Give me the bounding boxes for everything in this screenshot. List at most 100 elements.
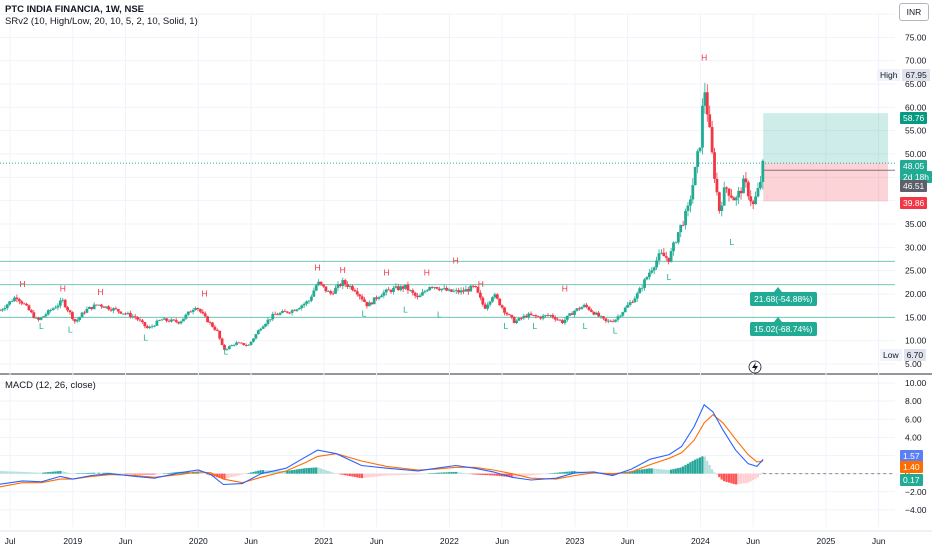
candle-body xyxy=(249,341,253,345)
pivot-low-label: L xyxy=(729,237,734,247)
candle-body xyxy=(25,303,28,306)
candle-body xyxy=(746,182,750,197)
macd-histogram-bar xyxy=(73,473,76,475)
candle-body xyxy=(548,315,552,316)
price-tick-label: 60.00 xyxy=(905,102,927,112)
candle-body xyxy=(297,308,301,310)
macd-histogram-bar xyxy=(358,473,361,478)
candle-body xyxy=(8,301,12,305)
candle-body xyxy=(565,315,569,320)
macd-histogram-bar xyxy=(761,472,764,474)
candle-body xyxy=(628,302,632,306)
macd-histogram-bar xyxy=(387,473,390,476)
macd-histogram-bar xyxy=(568,471,571,474)
indicator-legend[interactable]: SRv2 (10, High/Low, 20, 10, 5, 2, 10, So… xyxy=(5,16,198,27)
candle-body xyxy=(179,321,183,324)
candle-body xyxy=(102,306,106,308)
macd-histogram-bar xyxy=(97,472,100,474)
macd-legend[interactable]: MACD (12, 26, close) xyxy=(5,380,96,391)
macd-histogram-bar xyxy=(498,473,501,477)
macd-histogram-bar xyxy=(276,470,279,474)
macd-histogram-bar xyxy=(662,469,665,474)
macd-histogram-bar xyxy=(80,473,84,474)
macd-histogram-bar xyxy=(570,471,574,474)
macd-histogram-bar xyxy=(652,468,656,474)
macd-histogram-bar xyxy=(399,473,402,476)
macd-histogram-bar xyxy=(283,470,286,474)
macd-histogram-bar xyxy=(90,472,93,474)
macd-histogram-bar xyxy=(230,473,233,478)
candle-body xyxy=(631,302,634,304)
macd-histogram-bar xyxy=(735,473,738,485)
candle-body xyxy=(507,314,511,316)
candle-body xyxy=(616,316,620,320)
macd-histogram-bar xyxy=(527,473,530,476)
pivot-low-label: L xyxy=(224,347,229,357)
candle-body xyxy=(544,315,547,317)
candle-body xyxy=(372,297,376,305)
macd-histogram-bar xyxy=(160,473,163,475)
macd-histogram-bar xyxy=(430,473,434,474)
candle-body xyxy=(143,322,147,327)
macd-histogram-bar xyxy=(382,473,385,476)
candle-body xyxy=(442,287,446,289)
macd-histogram-bar xyxy=(742,473,745,484)
candle-body xyxy=(182,318,185,322)
candle-body xyxy=(380,295,383,298)
pivot-low-label: L xyxy=(437,309,442,319)
candle-body xyxy=(758,181,762,189)
candle-body xyxy=(276,314,280,316)
pivot-low-label: L xyxy=(403,305,408,315)
candle-body xyxy=(189,311,193,313)
candle-body xyxy=(478,292,482,298)
candle-body xyxy=(539,316,543,319)
candle-body xyxy=(27,305,31,311)
macd-histogram-bar xyxy=(302,468,306,474)
candle-body xyxy=(10,301,14,303)
candle-body xyxy=(131,316,135,318)
candle-body xyxy=(401,286,405,289)
candle-body xyxy=(430,287,434,288)
candle-body xyxy=(215,329,219,331)
pivot-low-label: L xyxy=(504,321,509,331)
candle-body xyxy=(621,312,625,316)
candle-body xyxy=(153,325,156,327)
macd-histogram-bar xyxy=(414,473,417,475)
macd-histogram-bar xyxy=(300,468,303,474)
macd-histogram-bar xyxy=(39,472,43,474)
signal-line-tag: 1.40 xyxy=(900,461,923,473)
candle-body xyxy=(32,312,36,318)
macd-histogram-bar xyxy=(585,472,588,474)
candle-body xyxy=(459,290,463,293)
macd-line-tag: 1.57 xyxy=(900,450,923,462)
macd-histogram-bar xyxy=(68,473,72,474)
macd-histogram-bar xyxy=(184,471,187,474)
pivot-high-label: H xyxy=(315,263,321,273)
candle-body xyxy=(278,312,282,315)
macd-line xyxy=(0,403,764,486)
candle-body xyxy=(611,321,615,323)
macd-histogram-bar xyxy=(667,469,670,474)
candle-body xyxy=(121,313,125,315)
macd-histogram-bar xyxy=(416,473,419,475)
currency-button[interactable]: INR xyxy=(899,3,929,21)
candle-body xyxy=(585,304,588,307)
macd-histogram-bar xyxy=(636,470,639,474)
macd-histogram-bar xyxy=(271,470,274,474)
pivot-high-label: H xyxy=(424,267,430,277)
candle-body xyxy=(310,296,313,301)
candle-body xyxy=(293,310,296,312)
candle-body xyxy=(370,302,374,305)
candle-body xyxy=(708,114,712,128)
candle-body xyxy=(307,300,311,302)
macd-histogram-bar xyxy=(698,457,702,474)
target-badge-1: 21.68(-54.88%) xyxy=(750,292,817,306)
candle-body xyxy=(660,252,663,254)
macd-histogram-bar xyxy=(476,473,479,475)
macd-histogram-bar xyxy=(645,468,648,474)
macd-histogram-bar xyxy=(534,473,537,475)
candle-body xyxy=(124,313,127,315)
macd-histogram-bar xyxy=(47,472,50,474)
macd-histogram-bar xyxy=(240,473,243,475)
